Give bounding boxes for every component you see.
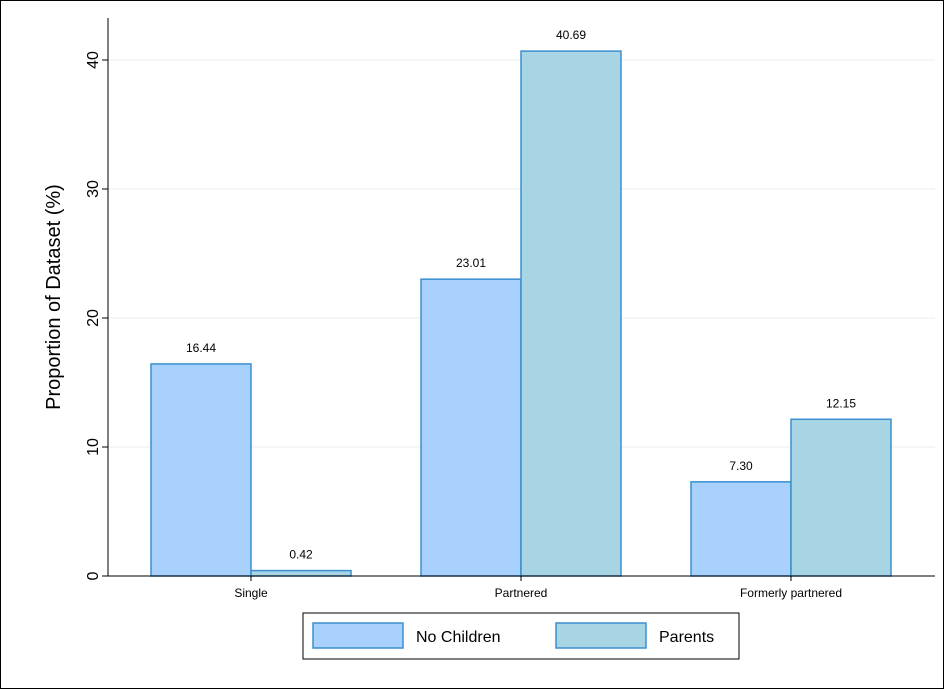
bar: [150, 363, 252, 577]
y-tick-label: 20: [85, 309, 102, 327]
data-label: 0.42: [289, 548, 313, 562]
y-tick-label: 10: [85, 438, 102, 456]
x-tick-label: Single: [234, 586, 268, 600]
data-label: 12.15: [826, 396, 856, 410]
bar: [250, 569, 352, 577]
legend-swatch: [312, 622, 404, 649]
legend: No Children Parents: [302, 612, 740, 660]
x-tick-label: Formerly partnered: [740, 586, 842, 600]
legend-label: No Children: [416, 629, 500, 646]
bar: [690, 481, 792, 577]
legend-label: Parents: [659, 629, 714, 646]
bar: [520, 50, 622, 577]
data-label: 7.30: [729, 459, 753, 473]
bar: [790, 418, 892, 577]
bar: [420, 278, 522, 577]
y-tick-label: 30: [85, 180, 102, 198]
y-tick-label: 0: [85, 571, 102, 580]
data-label: 16.44: [186, 341, 216, 355]
x-axis-categories: Single Partnered Formerly partnered: [234, 576, 842, 600]
y-tick-label: 40: [85, 51, 102, 69]
legend-swatch: [555, 622, 647, 649]
data-label: 23.01: [456, 256, 486, 270]
bars: 16.44 0.42 23.01 40.69 7.30 12.15: [150, 28, 892, 577]
data-label: 40.69: [556, 28, 586, 42]
y-axis-title: Proportion of Dataset (%): [43, 184, 65, 410]
x-tick-label: Partnered: [495, 586, 548, 600]
